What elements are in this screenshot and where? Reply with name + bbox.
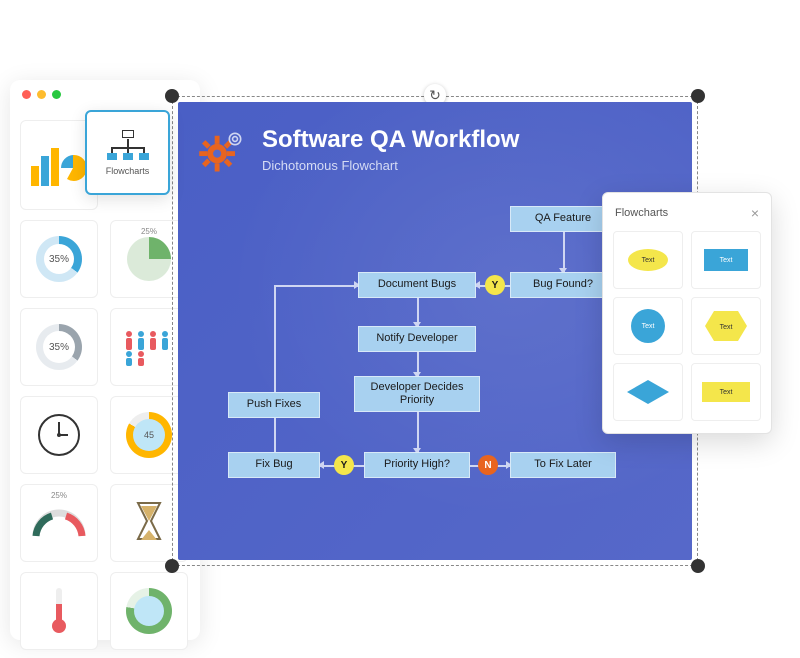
selection-handle-tr[interactable] bbox=[691, 89, 705, 103]
flowchart-icon bbox=[108, 130, 148, 160]
shape-hexagon[interactable]: Text bbox=[691, 297, 761, 355]
selection-handle-br[interactable] bbox=[691, 559, 705, 573]
category-flowcharts-label: Flowcharts bbox=[106, 166, 150, 176]
badge-yes: Y bbox=[485, 275, 505, 295]
node-push-fixes[interactable]: Push Fixes bbox=[228, 392, 320, 418]
widget-grid: 35% 25% 35% 45 bbox=[20, 120, 190, 650]
progress-value: 35% bbox=[43, 331, 75, 363]
traffic-yellow[interactable] bbox=[37, 90, 46, 99]
badge-yes: Y bbox=[334, 455, 354, 475]
badge-no: N bbox=[478, 455, 498, 475]
traffic-red[interactable] bbox=[22, 90, 31, 99]
poster-subtitle: Dichotomous Flowchart bbox=[262, 158, 519, 173]
node-fix-bug[interactable]: Fix Bug bbox=[228, 452, 320, 478]
shape-rect[interactable]: Text bbox=[691, 231, 761, 289]
edge bbox=[274, 418, 276, 452]
window-traffic-lights bbox=[22, 90, 61, 99]
node-bug-found[interactable]: Bug Found? bbox=[510, 272, 616, 298]
svg-text:Text: Text bbox=[720, 324, 733, 331]
widget-progress-35[interactable]: 35% bbox=[20, 308, 98, 386]
gear-icon bbox=[196, 126, 248, 178]
popup-shape-grid: Text Text Text Text Text bbox=[613, 231, 761, 421]
shape-ellipse[interactable]: Text bbox=[613, 231, 683, 289]
traffic-green[interactable] bbox=[52, 90, 61, 99]
widget-gauge[interactable]: 25% bbox=[20, 484, 98, 562]
popup-title: Flowcharts bbox=[615, 207, 668, 219]
node-to-fix-later[interactable]: To Fix Later bbox=[510, 452, 616, 478]
poster-title: Software QA Workflow bbox=[262, 126, 519, 154]
ring-value: 45 bbox=[133, 419, 165, 451]
shapes-popup[interactable]: Flowcharts × Text Text Text Text Text bbox=[602, 192, 772, 434]
edge bbox=[274, 285, 358, 287]
node-developer-decides-priority[interactable]: Developer Decides Priority bbox=[354, 376, 480, 412]
gauge-label: 25% bbox=[51, 491, 67, 500]
selection-handle-tl[interactable] bbox=[165, 89, 179, 103]
shape-circle[interactable]: Text bbox=[613, 297, 683, 355]
pie-label: 25% bbox=[141, 227, 157, 236]
shape-rect-wide[interactable]: Text bbox=[691, 363, 761, 421]
edge bbox=[563, 232, 565, 272]
poster-header: Software QA Workflow Dichotomous Flowcha… bbox=[196, 126, 519, 178]
node-notify-developer[interactable]: Notify Developer bbox=[358, 326, 476, 352]
node-document-bugs[interactable]: Document Bugs bbox=[358, 272, 476, 298]
widget-globe[interactable] bbox=[110, 572, 188, 650]
widget-thermometer[interactable] bbox=[20, 572, 98, 650]
category-flowcharts-card[interactable]: Flowcharts bbox=[85, 110, 170, 195]
shape-diamond[interactable] bbox=[613, 363, 683, 421]
close-icon[interactable]: × bbox=[751, 205, 759, 221]
widget-clock[interactable] bbox=[20, 396, 98, 474]
node-priority-high[interactable]: Priority High? bbox=[364, 452, 470, 478]
edge bbox=[274, 285, 276, 392]
node-qa-feature[interactable]: QA Feature bbox=[510, 206, 616, 232]
widget-donut-35[interactable]: 35% bbox=[20, 220, 98, 298]
donut-value: 35% bbox=[44, 244, 74, 274]
selection-handle-bl[interactable] bbox=[165, 559, 179, 573]
edge bbox=[417, 412, 419, 452]
